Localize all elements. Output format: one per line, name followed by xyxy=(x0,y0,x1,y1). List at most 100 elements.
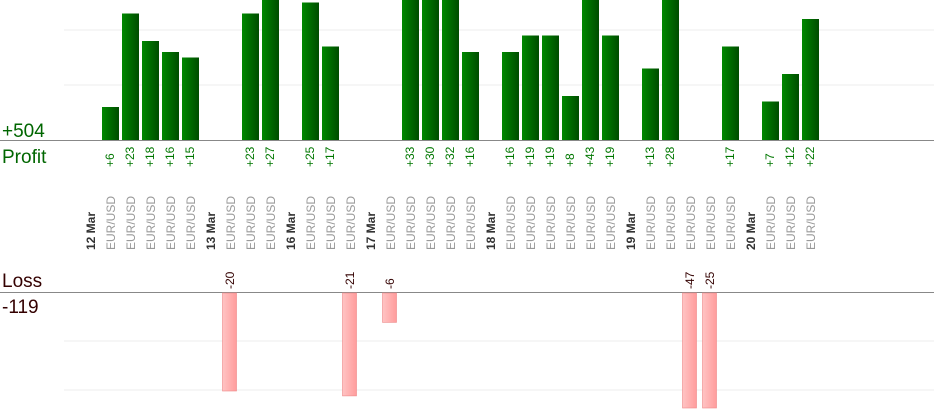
profit-bar[interactable] xyxy=(302,2,319,141)
loss-axis-label: Loss xyxy=(2,271,42,292)
profit-value-label: +25 xyxy=(303,146,317,167)
symbol-label: EUR/USD xyxy=(724,196,738,250)
profit-bar[interactable] xyxy=(242,13,259,141)
profit-bar[interactable] xyxy=(762,101,779,141)
profit-value-label: +19 xyxy=(523,146,537,167)
profit-bar[interactable] xyxy=(182,57,199,141)
symbol-label: EUR/USD xyxy=(704,196,718,250)
profit-axis-label: Profit xyxy=(2,147,47,168)
profit-value-label: +16 xyxy=(463,146,477,167)
symbol-label: EUR/USD xyxy=(564,196,578,250)
symbol-label: EUR/USD xyxy=(104,196,118,250)
profit-bar[interactable] xyxy=(722,46,739,141)
profit-value-label: +16 xyxy=(163,146,177,167)
profit-value-label: +15 xyxy=(183,146,197,167)
symbol-label: EUR/USD xyxy=(664,196,678,250)
symbol-label: EUR/USD xyxy=(804,196,818,250)
symbol-label: EUR/USD xyxy=(684,196,698,250)
symbol-label: EUR/USD xyxy=(304,196,318,250)
profit-value-label: +33 xyxy=(403,146,417,167)
profit-bar[interactable] xyxy=(542,35,559,141)
loss-bar[interactable] xyxy=(222,292,237,392)
date-label: 12 Mar xyxy=(84,212,98,250)
symbol-label: EUR/USD xyxy=(244,196,258,250)
profit-bar[interactable] xyxy=(102,107,119,140)
profit-value-label: +13 xyxy=(643,146,657,167)
profit-value-label: +23 xyxy=(123,146,137,167)
profit-bar[interactable] xyxy=(442,0,459,140)
loss-value-label: -47 xyxy=(683,271,697,289)
profit-value-label: +7 xyxy=(763,153,777,167)
profit-bar[interactable] xyxy=(162,52,179,140)
date-label: 13 Mar xyxy=(204,212,218,250)
symbol-label: EUR/USD xyxy=(424,196,438,250)
profit-bar[interactable] xyxy=(462,52,479,140)
profit-value-label: +17 xyxy=(723,146,737,167)
symbol-label: EUR/USD xyxy=(544,196,558,250)
profit-bar[interactable] xyxy=(142,41,159,140)
profit-value-label: +32 xyxy=(443,146,457,167)
symbol-label: EUR/USD xyxy=(344,196,358,250)
symbol-label: EUR/USD xyxy=(644,196,658,250)
profit-total: +504 xyxy=(2,121,45,142)
profit-bar[interactable] xyxy=(602,35,619,141)
profit-bar[interactable] xyxy=(662,0,679,140)
loss-value-label: -25 xyxy=(703,271,717,289)
profit-bar[interactable] xyxy=(642,68,659,141)
loss-bar[interactable] xyxy=(382,292,397,323)
loss-bar[interactable] xyxy=(702,292,717,409)
symbol-label: EUR/USD xyxy=(164,196,178,250)
profit-bar[interactable] xyxy=(422,0,439,140)
date-label: 19 Mar xyxy=(624,212,638,250)
date-label: 18 Mar xyxy=(484,212,498,250)
profit-value-label: +8 xyxy=(563,153,577,167)
loss-value-label: -6 xyxy=(383,278,397,289)
symbol-label: EUR/USD xyxy=(504,196,518,250)
profit-value-label: +43 xyxy=(583,146,597,167)
profit-value-label: +12 xyxy=(783,146,797,167)
profit-value-label: +17 xyxy=(323,146,337,167)
profit-value-label: +18 xyxy=(143,146,157,167)
symbol-label: EUR/USD xyxy=(604,196,618,250)
symbol-label: EUR/USD xyxy=(384,196,398,250)
profit-bar[interactable] xyxy=(782,74,799,140)
profit-value-label: +6 xyxy=(103,153,117,167)
profit-bar[interactable] xyxy=(122,13,139,141)
symbol-label: EUR/USD xyxy=(144,196,158,250)
symbol-label: EUR/USD xyxy=(524,196,538,250)
profit-value-label: +23 xyxy=(243,146,257,167)
symbol-label: EUR/USD xyxy=(124,196,138,250)
symbol-label: EUR/USD xyxy=(764,196,778,250)
profit-bar[interactable] xyxy=(402,0,419,140)
symbol-label: EUR/USD xyxy=(184,196,198,250)
symbol-label: EUR/USD xyxy=(584,196,598,250)
symbol-label: EUR/USD xyxy=(324,196,338,250)
profit-bar[interactable] xyxy=(322,46,339,141)
profit-bar[interactable] xyxy=(502,52,519,140)
symbol-label: EUR/USD xyxy=(784,196,798,250)
loss-total: -119 xyxy=(2,297,39,318)
profit-bar[interactable] xyxy=(582,0,599,140)
profit-value-label: +16 xyxy=(503,146,517,167)
loss-bar[interactable] xyxy=(682,292,697,409)
symbol-label: EUR/USD xyxy=(224,196,238,250)
profit-value-label: +30 xyxy=(423,146,437,167)
profit-bar[interactable] xyxy=(802,19,819,140)
profit-value-label: +27 xyxy=(263,146,277,167)
profit-value-label: +19 xyxy=(543,146,557,167)
symbol-label: EUR/USD xyxy=(404,196,418,250)
profit-bar[interactable] xyxy=(262,0,279,140)
profit-value-label: +22 xyxy=(803,146,817,167)
symbol-label: EUR/USD xyxy=(464,196,478,250)
profit-bar[interactable] xyxy=(562,96,579,140)
date-label: 17 Mar xyxy=(364,212,378,250)
loss-bar[interactable] xyxy=(342,292,357,397)
symbol-label: EUR/USD xyxy=(264,196,278,250)
profit-bar[interactable] xyxy=(522,35,539,141)
loss-value-label: -21 xyxy=(343,271,357,289)
symbol-label: EUR/USD xyxy=(444,196,458,250)
date-label: 16 Mar xyxy=(284,212,298,250)
profit-value-label: +19 xyxy=(603,146,617,167)
date-label: 20 Mar xyxy=(744,212,758,250)
